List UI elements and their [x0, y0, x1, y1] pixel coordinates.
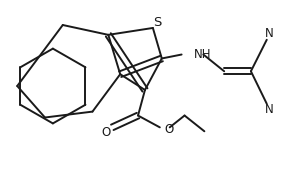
Text: O: O [102, 126, 111, 139]
Text: N: N [265, 103, 274, 116]
Text: O: O [165, 123, 174, 136]
Text: NH: NH [193, 48, 211, 61]
Text: N: N [265, 27, 274, 40]
Text: S: S [153, 15, 161, 29]
